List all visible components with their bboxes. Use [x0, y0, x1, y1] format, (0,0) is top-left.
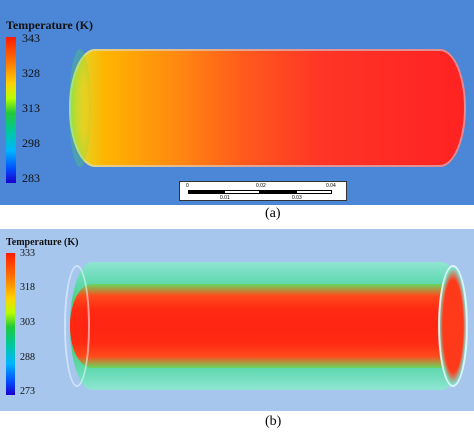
colorbar-b-tick: 303: [20, 317, 35, 328]
scale-label: 0.02: [256, 183, 266, 189]
scale-label: 0.04: [326, 183, 336, 189]
caption-b: (b): [265, 414, 282, 429]
colorbar-b-tick: 273: [20, 386, 35, 397]
legend-title-b: Temperature (K): [6, 237, 79, 248]
scale-segment: [188, 190, 224, 194]
colorbar-a-tick: 343: [22, 31, 40, 45]
tube-left-end: [64, 265, 90, 387]
tube-right-end: [438, 265, 468, 387]
inner-core-temperature-contour: [70, 284, 464, 368]
legend-title-a: Temperature (K): [6, 18, 93, 32]
colorbar-a-tick: 313: [22, 101, 40, 115]
colorbar-a-tick: 328: [22, 66, 40, 80]
colorbar-b-tick: 318: [20, 282, 35, 293]
scale-label: 0: [186, 183, 189, 189]
caption-a: (a): [265, 206, 281, 221]
cylinder-temperature-contour-a: [69, 49, 466, 167]
panel-b-contour-view: Temperature (K) 333 318 303 288 273: [0, 229, 474, 411]
scale-segment: [224, 190, 260, 194]
colorbar-b-tick: 333: [20, 248, 35, 259]
scale-bar: 0 0.02 0.04 0.01 0.03: [179, 181, 347, 201]
scale-label: 0.03: [292, 195, 302, 201]
colorbar-b-tick: 288: [20, 352, 35, 363]
scale-segment: [260, 190, 296, 194]
scale-label: 0.01: [220, 195, 230, 201]
colorbar-a-tick: 298: [22, 136, 40, 150]
colorbar-b: [6, 253, 15, 395]
panel-a-contour-view: Temperature (K) 343 328 313 298 283 0 0.…: [0, 0, 474, 205]
scale-segment: [296, 190, 332, 194]
cylinder-left-end-a: [69, 49, 91, 167]
colorbar-a-tick: 283: [22, 171, 40, 185]
colorbar-a: [6, 37, 16, 183]
